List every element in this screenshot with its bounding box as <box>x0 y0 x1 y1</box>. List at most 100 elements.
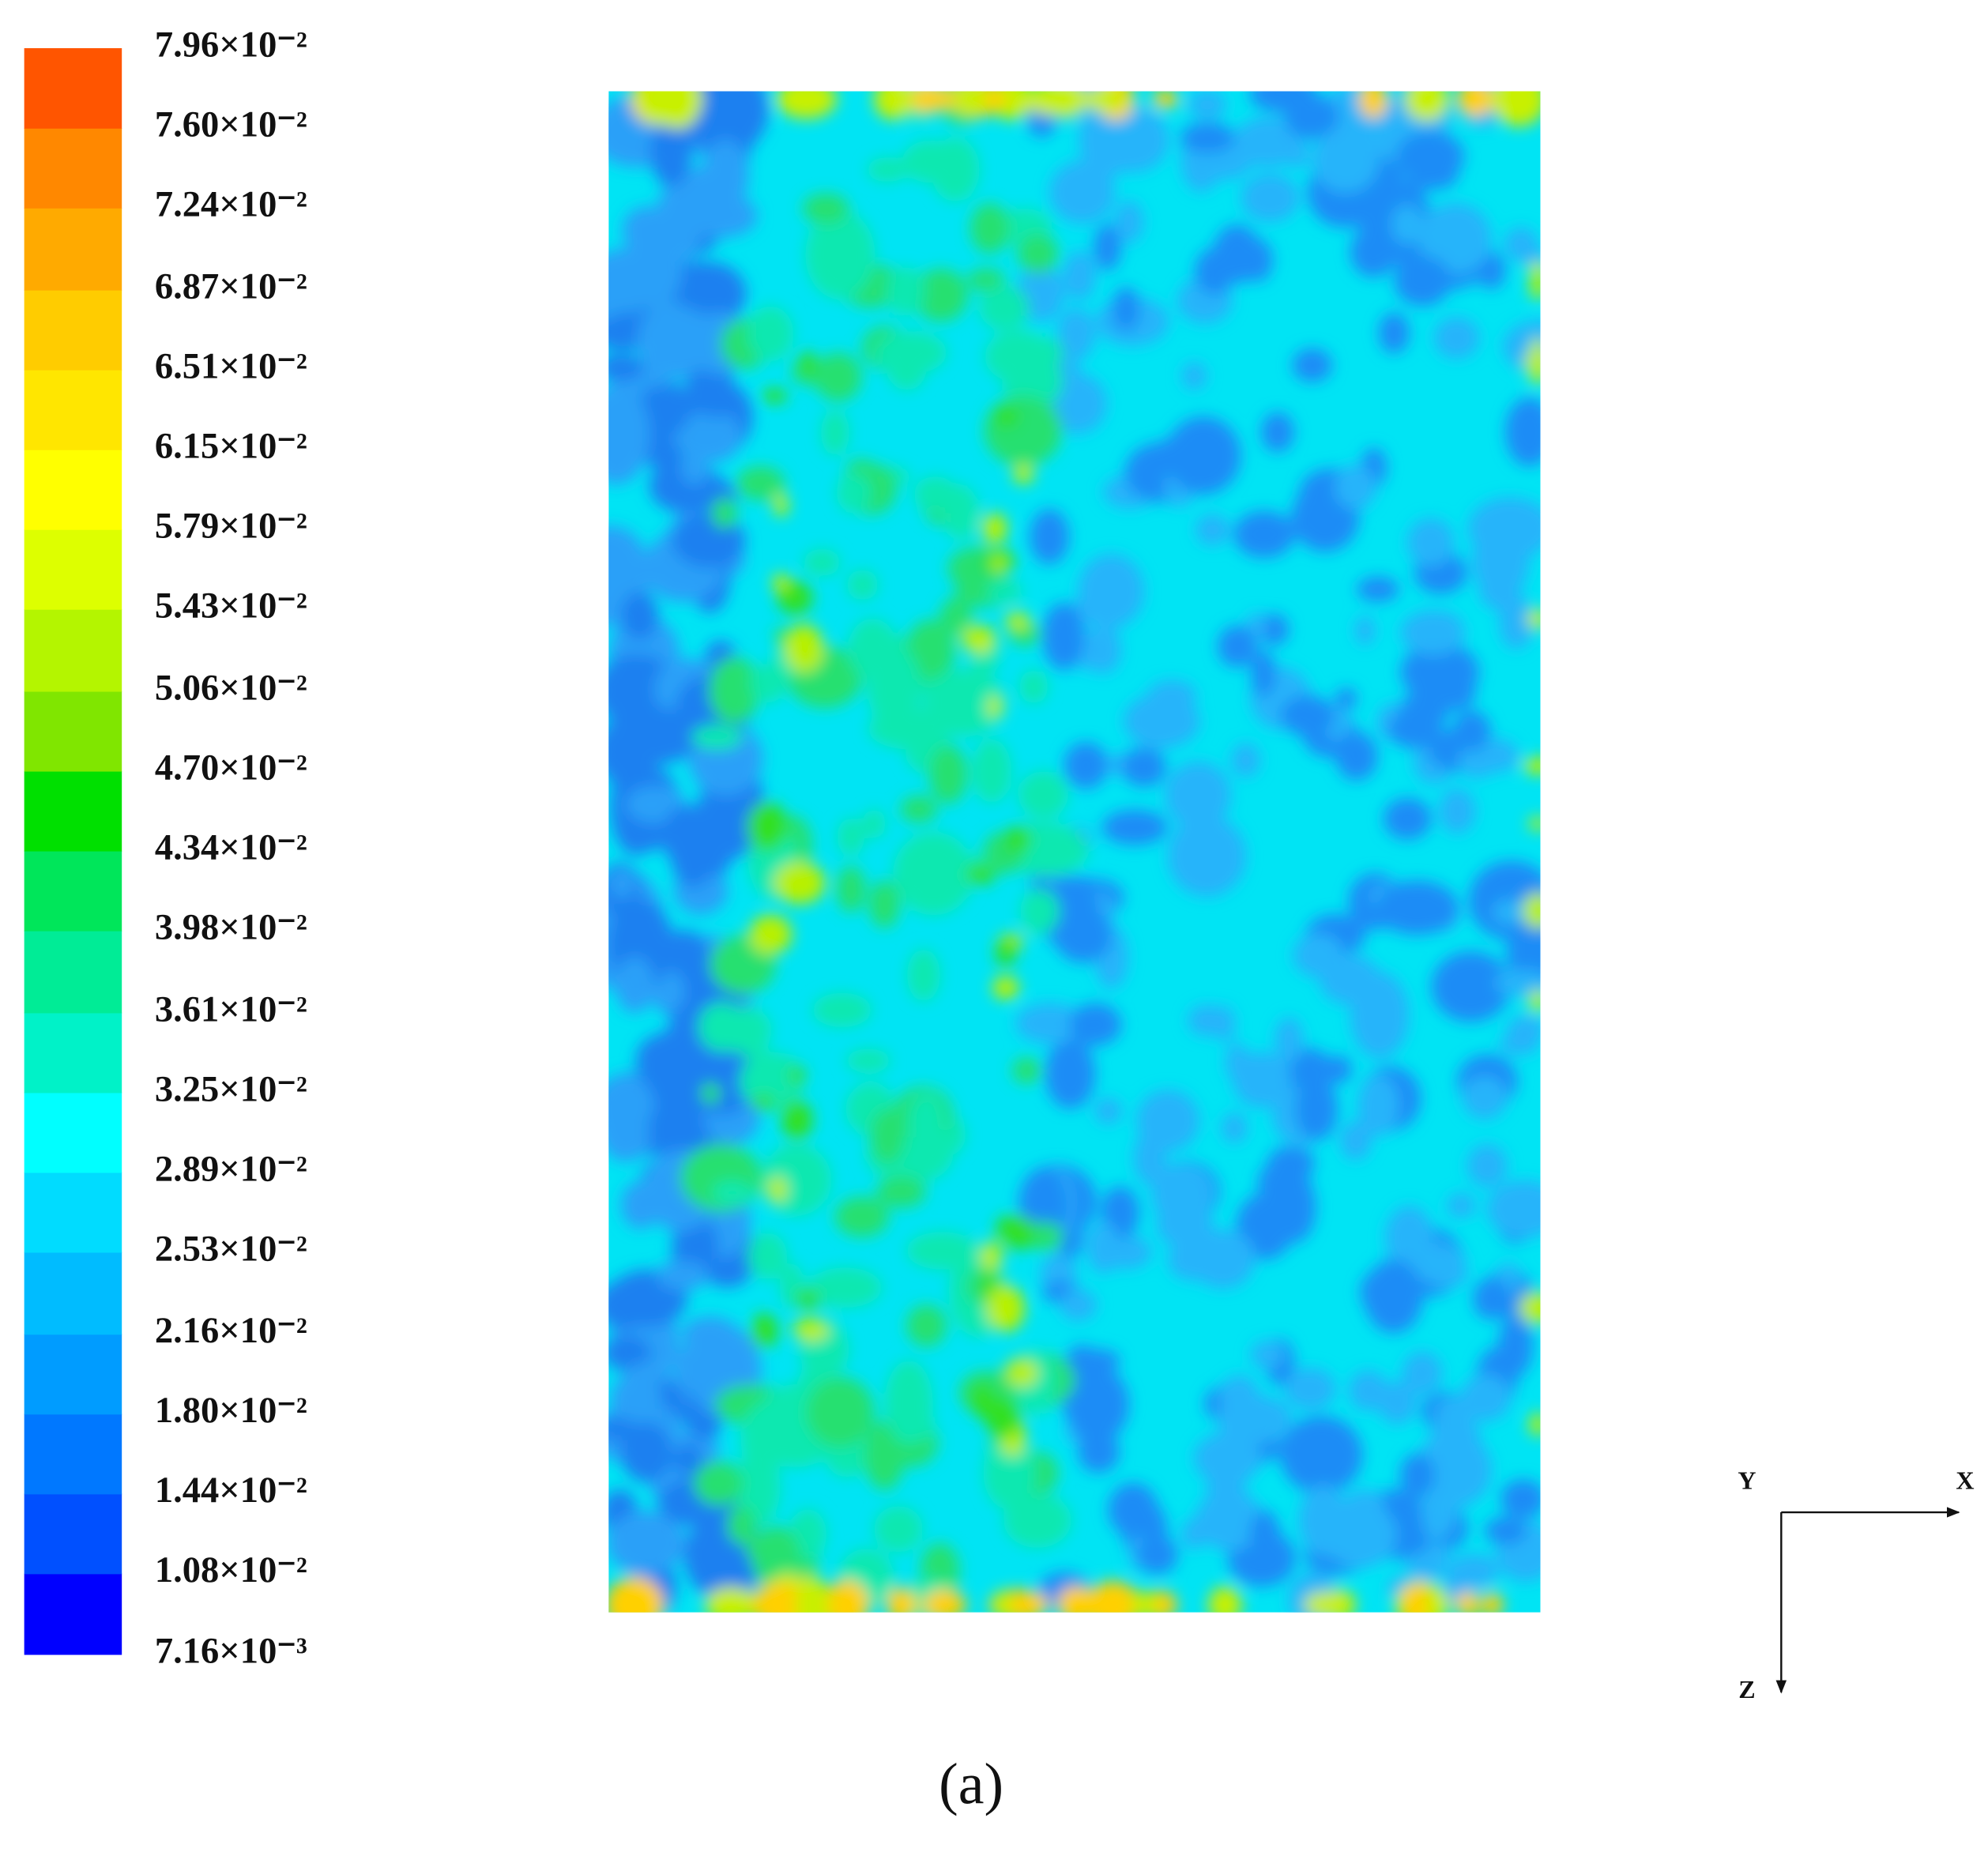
colorbar-band <box>24 289 122 371</box>
texture-blob <box>1181 362 1207 390</box>
texture-blob <box>986 1285 1025 1332</box>
texture-blob <box>1064 742 1109 789</box>
colorbar-tick-label: 6.51×10⁻² <box>155 347 307 387</box>
texture-blob <box>1284 94 1339 140</box>
texture-blob <box>618 234 683 308</box>
contour-field <box>608 91 1541 1613</box>
texture-blob <box>1195 1489 1264 1551</box>
texture-blob <box>656 119 693 161</box>
colorbar-tick-label: 3.98×10⁻² <box>155 907 307 947</box>
texture-blob <box>1017 234 1059 273</box>
colorbar-band <box>24 208 122 291</box>
texture-blob <box>812 992 872 1027</box>
texture-blob <box>1152 91 1179 108</box>
texture-blob <box>887 1587 915 1613</box>
texture-blob <box>620 1421 672 1483</box>
texture-blob <box>701 1082 721 1104</box>
texture-blob <box>1292 348 1333 382</box>
texture-blob <box>906 619 955 681</box>
texture-blob <box>740 1032 767 1060</box>
colorbar-tick-label: 1.44×10⁻² <box>155 1470 307 1511</box>
texture-blob <box>751 1582 805 1613</box>
texture-blob <box>864 1420 906 1490</box>
texture-blob <box>1433 316 1480 359</box>
texture-blob <box>1391 204 1423 245</box>
y-axis-label: Y <box>1738 1466 1756 1494</box>
texture-blob <box>1241 238 1274 282</box>
texture-blob <box>702 139 749 210</box>
texture-blob <box>751 1313 778 1348</box>
texture-blob <box>885 266 926 316</box>
texture-blob <box>847 570 879 600</box>
texture-blob <box>1406 518 1455 567</box>
colorbar-tick-label: 4.34×10⁻² <box>155 827 307 868</box>
texture-blob <box>1086 625 1122 674</box>
texture-blob <box>1528 817 1541 830</box>
texture-blob <box>1085 1581 1141 1613</box>
caption: (a) <box>939 1751 1003 1816</box>
texture-blob <box>1335 687 1357 710</box>
texture-blob <box>966 864 996 885</box>
texture-blob <box>749 914 793 954</box>
texture-blob <box>673 413 723 457</box>
texture-blob <box>1195 514 1230 546</box>
texture-blob <box>1357 576 1399 602</box>
axis-triad: Y X Z <box>1738 1466 1974 1703</box>
texture-blob <box>874 1506 923 1553</box>
texture-blob <box>691 725 744 750</box>
texture-blob <box>1249 1509 1281 1572</box>
texture-blob <box>981 1240 1003 1270</box>
texture-blob <box>620 592 659 640</box>
texture-blob <box>1020 888 1060 935</box>
texture-blob <box>1217 1395 1293 1444</box>
texture-blob <box>1275 1017 1304 1063</box>
texture-blob <box>1350 226 1398 278</box>
texture-blob <box>1259 613 1290 646</box>
texture-blob <box>683 91 769 156</box>
texture-blob <box>802 193 849 224</box>
texture-blob <box>1354 615 1376 646</box>
texture-blob <box>608 1511 686 1575</box>
texture-blob <box>808 1267 883 1308</box>
texture-blob <box>1005 826 1032 853</box>
texture-blob <box>1207 1594 1233 1613</box>
texture-blob <box>993 1590 1013 1613</box>
texture-blob <box>1439 788 1476 834</box>
texture-blob <box>876 1176 926 1208</box>
texture-blob <box>1378 312 1410 354</box>
texture-blob <box>678 283 724 311</box>
texture-blob <box>907 1092 945 1151</box>
texture-blob <box>608 1335 651 1371</box>
texture-blob <box>1233 510 1296 559</box>
texture-blob <box>1335 465 1376 510</box>
texture-blob <box>954 91 989 114</box>
texture-blob <box>656 1260 710 1291</box>
texture-blob <box>1082 91 1127 112</box>
texture-blob <box>1350 971 1410 1060</box>
texture-blob <box>608 525 646 595</box>
texture-blob <box>1504 397 1541 467</box>
texture-blob <box>776 91 837 119</box>
texture-blob <box>796 1576 830 1613</box>
colorbar-band <box>24 1413 122 1495</box>
texture-blob <box>834 1196 889 1237</box>
texture-blob <box>984 395 1062 466</box>
colorbar-tick-label: 1.80×10⁻² <box>155 1391 307 1431</box>
texture-blob <box>1492 899 1527 925</box>
texture-blob <box>1057 307 1096 360</box>
texture-blob <box>1006 1359 1039 1387</box>
texture-blob <box>1147 679 1197 711</box>
texture-blob <box>1064 250 1096 301</box>
texture-blob <box>1295 1077 1339 1141</box>
texture-blob <box>967 268 1005 292</box>
texture-blob <box>747 1233 788 1279</box>
texture-blob <box>727 1505 756 1545</box>
colorbar-tick-label: 7.16×10⁻³ <box>155 1631 307 1671</box>
texture-blob <box>1026 337 1064 368</box>
texture-blob <box>694 1461 744 1506</box>
texture-blob <box>648 1098 696 1161</box>
texture-blob <box>1285 140 1310 169</box>
colorbar-band <box>24 1573 122 1655</box>
texture-blob <box>1498 1314 1534 1377</box>
texture-blob <box>1079 102 1139 177</box>
